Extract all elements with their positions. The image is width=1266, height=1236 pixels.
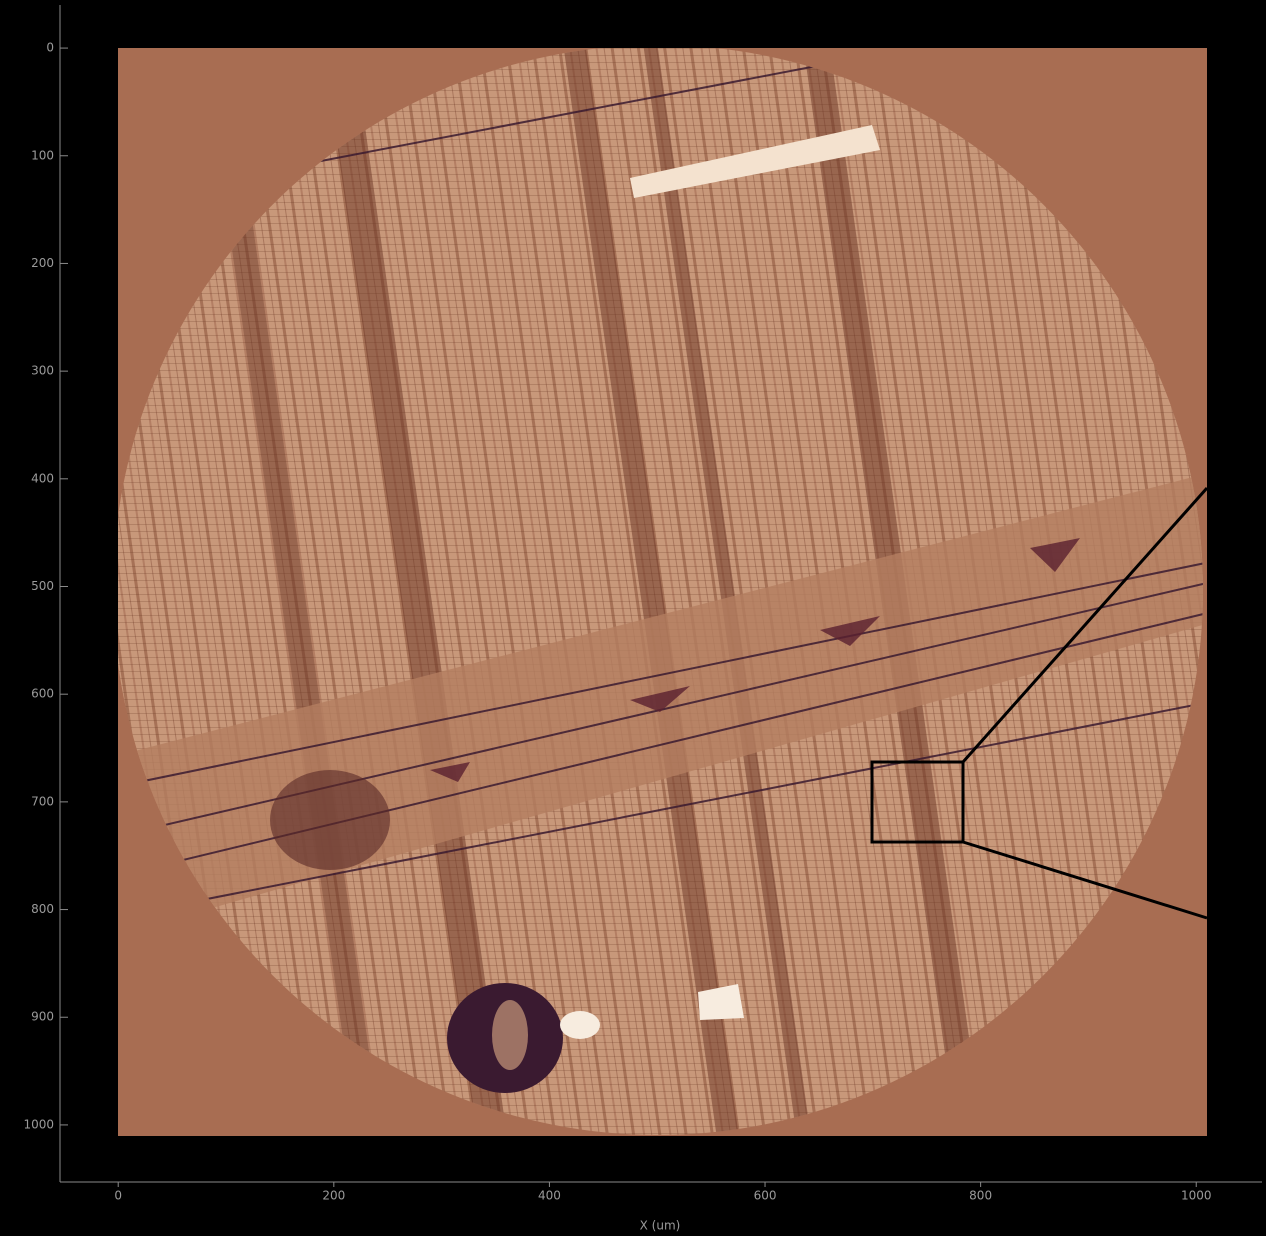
y-tick-label: 700	[31, 794, 54, 808]
x-axis-label: X (um)	[640, 1219, 681, 1233]
x-tick-label: 400	[538, 1189, 561, 1203]
y-tick-label: 0	[46, 41, 54, 55]
y-tick-label: 100	[31, 148, 54, 162]
y-tick-label: 800	[31, 902, 54, 916]
x-tick-label: 1000	[1181, 1189, 1212, 1203]
x-tick-label: 600	[754, 1189, 777, 1203]
y-tick-label: 400	[31, 471, 54, 485]
y-tick-label: 900	[31, 1010, 54, 1024]
x-tick-label: 200	[322, 1189, 345, 1203]
x-tick-label: 800	[969, 1189, 992, 1203]
y-tick-label: 500	[31, 579, 54, 593]
y-tick-label: 200	[31, 256, 54, 270]
y-tick-label: 600	[31, 687, 54, 701]
page: X (um) 0 200 400 600 800 1000 0 100 200 300 400 500…	[0, 0, 1266, 1236]
y-tick-label: 300	[31, 364, 54, 378]
y-tick-label: 1000	[23, 1117, 54, 1131]
chart: X (um) 0 200 400 600 800 1000 0 100 200 300 400 500…	[0, 0, 1266, 1236]
x-tick-label: 0	[114, 1189, 122, 1203]
image	[100, 40, 1220, 1150]
